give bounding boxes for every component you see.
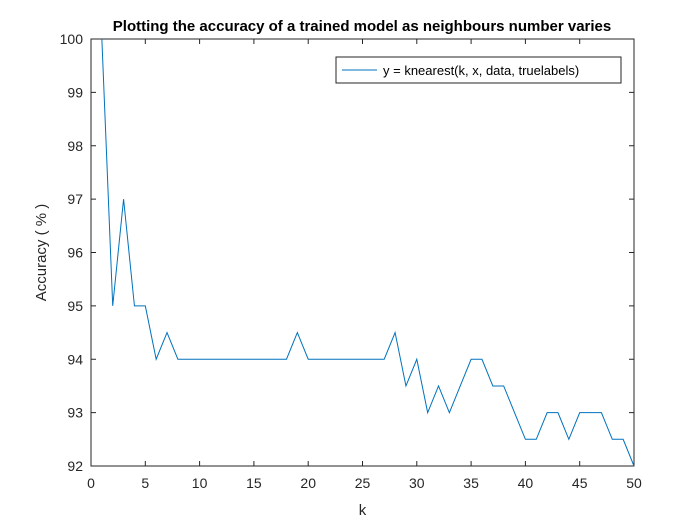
axes-box — [90, 38, 635, 467]
legend: y = knearest(k, x, data, truelabels) — [335, 56, 622, 84]
data-point — [394, 332, 395, 333]
data-point — [297, 332, 298, 333]
x-tick-label: 15 — [246, 475, 262, 491]
y-tick-label: 97 — [67, 191, 83, 207]
axis-tick-labels: 0 5 10 15 20 25 30 35 40 45 50 92 93 94 95 96 97 98 99 100 — [60, 31, 642, 491]
x-tick-label: 50 — [626, 475, 642, 491]
data-point — [568, 439, 569, 440]
data-point — [633, 465, 634, 466]
data-point — [601, 412, 602, 413]
data-point — [199, 359, 200, 360]
y-tick-label: 94 — [67, 351, 83, 367]
y-tick-label: 93 — [67, 405, 83, 421]
data-point — [525, 439, 526, 440]
y-tick-label: 98 — [67, 138, 83, 154]
data-point — [384, 359, 385, 360]
x-tick-label: 10 — [192, 475, 208, 491]
data-point — [232, 359, 233, 360]
legend-box — [335, 56, 622, 84]
data-point — [329, 359, 330, 360]
y-tick-label: 95 — [67, 298, 83, 314]
data-point — [405, 385, 406, 386]
data-point — [547, 412, 548, 413]
data-point — [416, 359, 417, 360]
data-point — [177, 359, 178, 360]
data-point — [460, 385, 461, 386]
y-tick-label: 96 — [67, 245, 83, 261]
series-layer — [101, 38, 635, 467]
data-point — [101, 38, 102, 39]
x-tick-label: 5 — [141, 475, 149, 491]
data-point — [351, 359, 352, 360]
data-point — [145, 305, 146, 306]
data-point — [275, 359, 276, 360]
data-point — [514, 412, 515, 413]
data-point — [373, 359, 374, 360]
y-tick-label: 92 — [67, 458, 83, 474]
x-tick-label: 25 — [355, 475, 371, 491]
data-point — [340, 359, 341, 360]
chart-title: Plotting the accuracy of a trained model… — [113, 18, 611, 35]
data-point — [286, 359, 287, 360]
x-tick-label: 35 — [463, 475, 479, 491]
data-point — [449, 412, 450, 413]
plot-area — [90, 38, 635, 467]
data-point — [536, 439, 537, 440]
data-point — [253, 359, 254, 360]
y-tick-label: 99 — [67, 84, 83, 100]
data-point — [579, 412, 580, 413]
data-point — [623, 439, 624, 440]
x-tick-label: 30 — [409, 475, 425, 491]
data-point — [123, 199, 124, 200]
data-point — [503, 385, 504, 386]
data-point — [188, 359, 189, 360]
data-point — [156, 359, 157, 360]
data-point — [242, 359, 243, 360]
series-line — [101, 38, 635, 467]
x-axis-title: k — [359, 502, 367, 519]
data-point — [264, 359, 265, 360]
data-point — [318, 359, 319, 360]
x-tick-label: 40 — [518, 475, 534, 491]
data-point — [471, 359, 472, 360]
data-point — [612, 439, 613, 440]
y-axis-title: Accuracy ( % ) — [33, 204, 50, 302]
x-tick-label: 0 — [87, 475, 95, 491]
data-point — [427, 412, 428, 413]
y-tick-label: 100 — [60, 31, 84, 47]
data-point — [481, 359, 482, 360]
data-point — [557, 412, 558, 413]
data-point — [166, 332, 167, 333]
data-point — [438, 385, 439, 386]
axis-ticks — [90, 38, 635, 467]
data-point — [221, 359, 222, 360]
data-point — [210, 359, 211, 360]
data-point — [112, 305, 113, 306]
data-point — [308, 359, 309, 360]
data-point — [362, 359, 363, 360]
data-point — [492, 385, 493, 386]
x-tick-label: 20 — [300, 475, 316, 491]
data-point — [590, 412, 591, 413]
x-tick-label: 45 — [572, 475, 588, 491]
legend-label: y = knearest(k, x, data, truelabels) — [383, 63, 579, 78]
data-point — [134, 305, 135, 306]
